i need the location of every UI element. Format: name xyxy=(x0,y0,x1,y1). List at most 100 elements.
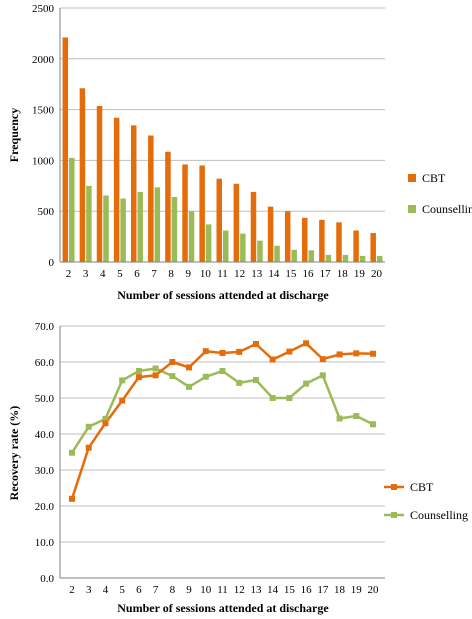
chart1-x-tick-label: 8 xyxy=(168,268,174,280)
chart2-x-tick-label: 7 xyxy=(153,584,159,596)
chart1-x-tick-label: 18 xyxy=(337,268,349,280)
chart1-bar-counselling xyxy=(137,191,143,262)
chart1-bar-counselling xyxy=(325,254,332,262)
chart2-x-tick-label: 20 xyxy=(368,584,380,596)
chart1-x-tick-label: 13 xyxy=(251,268,263,280)
chart2-point-cbt xyxy=(202,348,209,355)
chart1-bar-cbt xyxy=(79,88,86,262)
chart2-x-axis-title: Number of sessions attended at discharge xyxy=(117,601,329,615)
chart1-x-tick-label: 4 xyxy=(100,268,106,280)
chart2-x-tick-label: 15 xyxy=(284,584,296,596)
chart2-y-tick-label: 60.0 xyxy=(35,357,55,369)
chart2-x-tick-label: 9 xyxy=(186,584,192,596)
chart2-point-counselling xyxy=(219,368,226,374)
chart2-point-counselling xyxy=(135,368,142,374)
chart1-y-axis-title: Frequency xyxy=(7,108,21,162)
chart1-bar-cbt xyxy=(199,165,205,262)
chart2-point-cbt xyxy=(152,372,159,379)
chart1-bar-counselling xyxy=(171,196,178,262)
chart2-point-cbt xyxy=(303,340,310,347)
chart2-point-counselling xyxy=(252,377,259,383)
chart2-point-cbt xyxy=(286,348,293,355)
chart1-bar-counselling xyxy=(359,255,366,262)
chart1-bar-cbt xyxy=(165,151,171,262)
chart2-y-tick-labels: 0.0 10.0 20.0 30.0 40.0 50.0 60.0 70.0 xyxy=(35,321,55,585)
chart2-x-tick-label: 18 xyxy=(334,584,346,596)
chart2-legend-label-counselling: Counselling xyxy=(410,508,468,522)
chart2-y-tick-label: 50.0 xyxy=(35,393,55,405)
chart1-x-tick-label: 12 xyxy=(234,268,245,280)
chart2-point-cbt xyxy=(102,420,109,427)
chart1-x-tick-label: 7 xyxy=(151,268,157,280)
chart2-point-cbt xyxy=(135,374,142,381)
chart1-x-tick-label: 6 xyxy=(134,268,140,280)
chart1-bar-counselling xyxy=(86,185,92,262)
chart2-point-counselling xyxy=(169,373,176,380)
chart1-bar-counselling xyxy=(376,255,383,262)
chart2-y-tick-label: 70.0 xyxy=(35,321,55,333)
chart1-x-tick-label: 19 xyxy=(354,268,366,280)
chart2-point-cbt xyxy=(336,351,343,358)
chart1-x-tick-label: 2 xyxy=(66,268,72,280)
chart1-bar-cbt xyxy=(284,211,291,262)
chart1-x-axis-title: Number of sessions attended at discharge xyxy=(117,288,329,302)
chart1-y-tick-label: 2500 xyxy=(32,3,55,15)
chart1-legend-label-counselling: Counselling xyxy=(422,202,472,216)
chart1-bar-counselling xyxy=(188,211,195,262)
chart2-point-cbt xyxy=(370,350,376,357)
chart2-series-lines xyxy=(70,342,374,500)
chart2-x-tick-label: 6 xyxy=(136,584,142,596)
chart2-y-axis-title: Recovery rate (%) xyxy=(7,406,21,501)
chart2-point-counselling xyxy=(336,415,343,422)
chart2-point-counselling xyxy=(370,421,376,428)
chart1-bar-cbt xyxy=(302,217,308,262)
chart2-point-cbt xyxy=(219,350,226,356)
chart2-x-tick-label: 19 xyxy=(351,584,363,596)
chart2-point-counselling xyxy=(69,449,75,456)
chart2-y-tick-label: 10.0 xyxy=(35,537,55,549)
chart1-bar-cbt xyxy=(250,191,257,262)
chart1-bars xyxy=(62,37,383,263)
chart1-legend: CBT Counselling xyxy=(408,171,472,216)
chart1-y-tick-labels: 0 500 1000 1500 2000 2500 xyxy=(32,3,55,269)
chart2-point-counselling xyxy=(102,415,109,422)
chart2-point-counselling xyxy=(303,380,310,387)
chart1-bar-cbt xyxy=(62,37,69,262)
chart2-point-counselling xyxy=(152,365,159,372)
chart2-legend-label-cbt: CBT xyxy=(410,480,434,494)
chart1-x-tick-label: 9 xyxy=(186,268,192,280)
chart2-x-tick-label: 2 xyxy=(69,584,75,596)
chart2-y-tick-label: 30.0 xyxy=(35,465,55,477)
chart2-point-counselling xyxy=(286,395,293,401)
chart1-x-tick-label: 14 xyxy=(268,268,280,280)
chart1-y-tick-label: 0 xyxy=(49,257,55,269)
chart2-x-tick-label: 8 xyxy=(170,584,176,596)
chart2-y-tick-label: 0.0 xyxy=(40,573,54,585)
chart1-bar-counselling xyxy=(69,157,75,262)
chart1-bar-cbt xyxy=(336,222,342,262)
chart1-bar-counselling xyxy=(308,250,315,262)
chart1-x-tick-label: 20 xyxy=(371,268,383,280)
chart1-bar-counselling xyxy=(154,187,161,262)
chart2-point-cbt xyxy=(252,341,259,347)
chart1-y-tick-label: 2000 xyxy=(32,54,55,66)
chart2-legend-marker-cbt xyxy=(391,484,397,490)
chart1-bar-cbt xyxy=(233,183,240,262)
chart2-line-counselling xyxy=(70,367,374,454)
chart2-y-tick-label: 40.0 xyxy=(35,429,55,441)
chart2-legend: CBT Counselling xyxy=(384,480,468,522)
chart2-x-tick-labels: 2 3 4 5 6 7 8 9 10 11 12 13 14 15 16 17 18 19 20 xyxy=(69,584,379,596)
chart2-markers xyxy=(69,340,376,502)
chart1-legend-label-cbt: CBT xyxy=(422,171,446,185)
chart2-x-tick-label: 5 xyxy=(119,584,125,596)
chart2-x-tick-label: 3 xyxy=(86,584,92,596)
chart1-bar-counselling xyxy=(103,195,109,262)
chart2-point-counselling xyxy=(186,383,193,390)
chart2-x-tick-label: 13 xyxy=(250,584,262,596)
chart2-point-cbt xyxy=(269,356,276,363)
chart2-x-tick-label: 17 xyxy=(317,584,329,596)
chart1-bar-cbt xyxy=(216,178,222,262)
chart1-bar-counselling xyxy=(120,198,126,262)
chart2-point-cbt xyxy=(169,359,176,365)
